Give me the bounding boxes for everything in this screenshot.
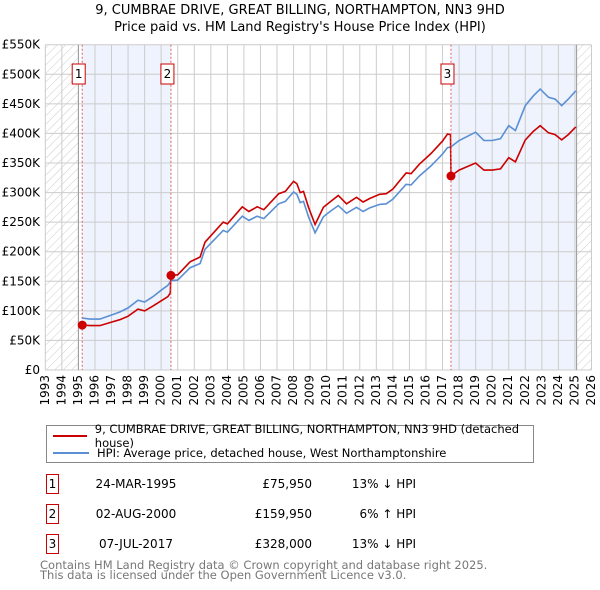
- transaction-date: 02-AUG-2000: [95, 507, 177, 521]
- y-tick-label: £550K: [2, 38, 42, 52]
- x-tick-label: 1998: [121, 375, 135, 406]
- x-tick-label: 2010: [319, 375, 333, 406]
- chart-legend: 9, CUMBRAE DRIVE, GREAT BILLING, NORTHAM…: [46, 422, 534, 463]
- transaction-hpi-delta: 13% ↓ HPI: [351, 537, 416, 551]
- hpi-line-swatch: [53, 452, 89, 454]
- x-tick-label: 2001: [170, 375, 184, 406]
- x-tick-label: 2023: [534, 375, 548, 406]
- x-tick-label: 2012: [352, 375, 366, 406]
- y-tick-label: £0: [25, 363, 40, 377]
- x-tick-label: 2005: [236, 375, 250, 406]
- sale-label-box: [160, 63, 175, 85]
- transaction-number: 2: [46, 504, 59, 524]
- x-tick-label: 2006: [253, 375, 267, 406]
- price-line-swatch: [53, 435, 87, 437]
- x-tick-label: 2018: [452, 375, 466, 406]
- sale-point: [446, 171, 456, 181]
- x-tick-label: 2020: [485, 375, 499, 406]
- x-tick-label: 2007: [270, 375, 284, 406]
- x-tick-label: 2011: [336, 375, 350, 406]
- y-tick-label: £300K: [2, 186, 42, 200]
- y-tick-label: £50K: [9, 333, 41, 347]
- chart-title: 9, CUMBRAE DRIVE, GREAT BILLING, NORTHAM…: [95, 3, 505, 18]
- shaded-period-1: [82, 44, 171, 370]
- sale-label: 1: [75, 67, 83, 81]
- shaded-period-3: [450, 44, 577, 370]
- y-tick-label: £500K: [2, 67, 42, 81]
- sale-label: 3: [444, 67, 452, 81]
- transaction-hpi-delta: 6% ↑ HPI: [359, 507, 416, 521]
- y-tick-label: £100K: [2, 304, 42, 318]
- legend-hpi-label: HPI: Average price, detached house, West…: [97, 446, 447, 460]
- x-tick-label: 2019: [468, 375, 482, 406]
- footer-line-1: Contains HM Land Registry data © Crown c…: [40, 558, 488, 572]
- y-tick-label: £150K: [2, 274, 42, 288]
- x-tick-label: 2009: [303, 375, 317, 406]
- x-tick-label: 2004: [220, 375, 234, 406]
- y-tick-label: £200K: [2, 245, 42, 259]
- transaction-number: 1: [46, 474, 59, 494]
- no-data-hatch-right: [576, 44, 592, 370]
- x-tick-label: 2022: [518, 375, 532, 406]
- hpi-line: [81, 87, 577, 320]
- y-tick-label: £250K: [2, 215, 42, 229]
- transaction-number: 3: [46, 534, 59, 554]
- price-paid-line: [82, 124, 577, 327]
- x-tick-label: 2013: [369, 375, 383, 406]
- x-tick-label: 1996: [87, 375, 101, 406]
- x-tick-label: 2016: [418, 375, 432, 406]
- legend-item-price: 9, CUMBRAE DRIVE, GREAT BILLING, NORTHAM…: [53, 422, 533, 450]
- y-tick-label: £450K: [2, 97, 42, 111]
- x-tick-label: 2002: [187, 375, 201, 406]
- y-tick-label: £400K: [2, 126, 42, 140]
- legend-item-hpi: HPI: Average price, detached house, West…: [53, 445, 446, 461]
- x-tick-label: 2025: [567, 375, 581, 406]
- sale-point: [166, 270, 176, 280]
- x-tick-label: 2015: [402, 375, 416, 406]
- x-tick-label: 2017: [435, 375, 449, 406]
- x-tick-label: 1999: [137, 375, 151, 406]
- x-tick-label: 2008: [286, 375, 300, 406]
- x-tick-label: 2021: [501, 375, 515, 406]
- transaction-price: £75,950: [262, 477, 312, 491]
- y-tick-label: £350K: [2, 156, 42, 170]
- sale-label-box: [71, 63, 86, 85]
- x-tick-label: 2000: [154, 375, 168, 406]
- x-tick-label: 2024: [551, 375, 565, 406]
- transaction-date: 24-MAR-1995: [95, 477, 177, 491]
- x-tick-label: 2026: [584, 375, 598, 406]
- transaction-date: 07-JUL-2017: [99, 537, 173, 551]
- transaction-price: £159,950: [254, 507, 312, 521]
- x-tick-label: 1993: [38, 375, 52, 406]
- sale-point: [77, 320, 87, 330]
- legend-price-label: 9, CUMBRAE DRIVE, GREAT BILLING, NORTHAM…: [94, 422, 520, 450]
- chart-subtitle: Price paid vs. HM Land Registry's House …: [114, 20, 486, 35]
- x-tick-label: 2003: [203, 375, 217, 406]
- sale-label: 2: [164, 67, 172, 81]
- x-tick-label: 2014: [385, 375, 399, 406]
- sale-label-box: [440, 63, 455, 85]
- x-tick-label: 1995: [71, 375, 85, 406]
- x-tick-label: 1997: [104, 375, 118, 406]
- transaction-price: £328,000: [254, 537, 312, 551]
- x-tick-label: 1994: [54, 375, 68, 406]
- transaction-hpi-delta: 13% ↓ HPI: [351, 477, 416, 491]
- footer-line-2: This data is licensed under the Open Gov…: [40, 568, 407, 582]
